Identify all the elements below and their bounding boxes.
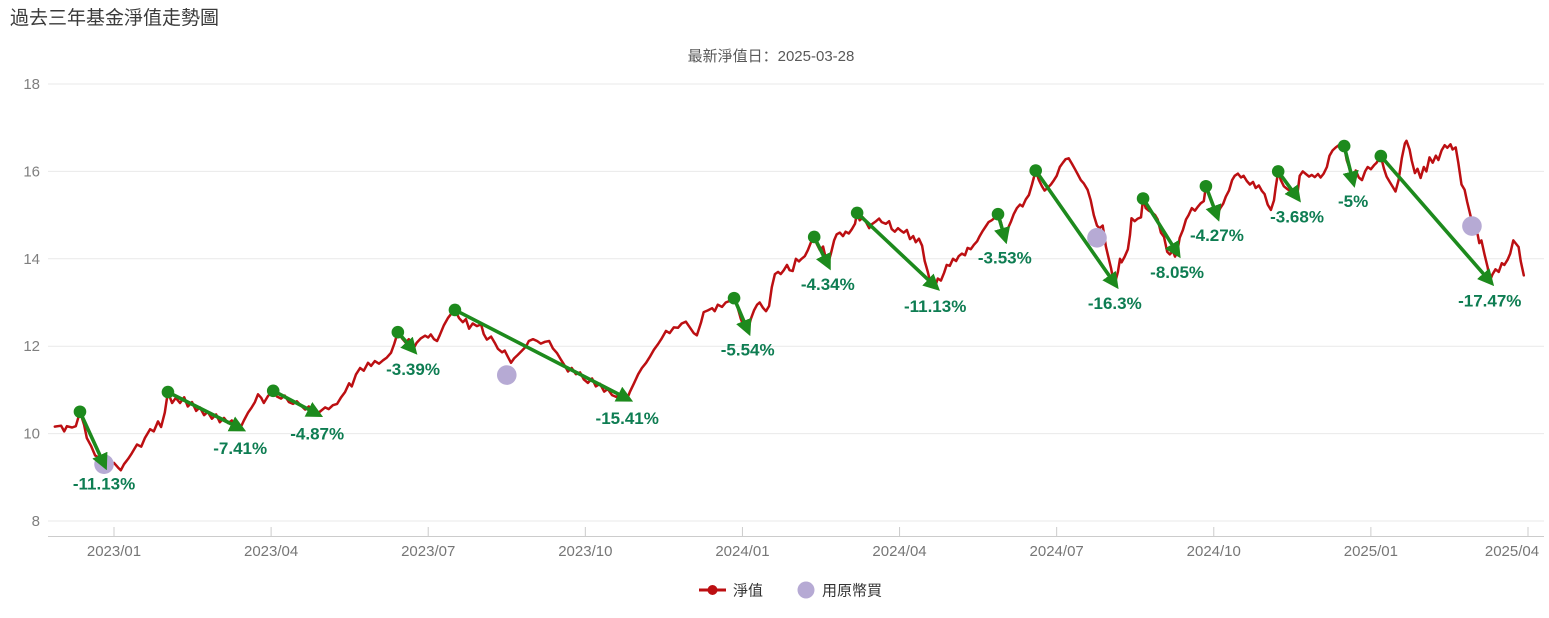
drawdown-peak-dot[interactable] — [850, 206, 864, 220]
nav-legend-dot-icon — [707, 585, 718, 595]
legend-label-nav: 淨值 — [733, 583, 763, 600]
y-axis-tick-label: 18 — [23, 76, 40, 93]
y-axis-tick-label: 10 — [23, 426, 40, 443]
x-axis-tick-label: 2024/01 — [715, 543, 769, 560]
x-axis-layer: 2023/01 2023/04 2023/07 2023/10 2024/01 2024/… — [48, 527, 1544, 560]
drawdown-label: -3.68% — [1270, 208, 1324, 227]
legend-item-nav[interactable]: 淨值 — [699, 583, 763, 600]
drawdown-peak-dot[interactable] — [991, 207, 1005, 221]
drawdown-peak-dot[interactable] — [807, 230, 821, 244]
drawdown-arrow — [272, 389, 324, 418]
drawdown-arrow — [167, 390, 247, 432]
drawdown-arrow — [78, 410, 108, 471]
x-axis-tick-label: 2024/07 — [1030, 543, 1084, 560]
x-axis-tick-label: 2023/07 — [401, 543, 455, 560]
drawdown-peak-dot[interactable] — [1199, 179, 1213, 193]
drawdown-peak-dot[interactable] — [1136, 192, 1150, 205]
purchase-dot[interactable] — [1462, 216, 1482, 236]
drawdown-label: -5.54% — [721, 341, 775, 360]
drawdown-arrows-layer: -11.13% -7.41% -4.87% -3.39% -15.41% -5.54% -4… — [73, 139, 1521, 494]
drawdown-label: -4.27% — [1190, 226, 1244, 245]
drawdown-label: -17.47% — [1458, 292, 1521, 311]
drawdown-peak-dot[interactable] — [727, 291, 741, 305]
y-axis-tick-label: 16 — [23, 163, 40, 180]
nav-line — [53, 139, 1526, 472]
x-axis-tick-label: 2024/04 — [872, 543, 926, 560]
x-axis-tick-label: 2024/10 — [1187, 543, 1241, 560]
drawdown-label: -15.41% — [596, 409, 659, 428]
x-axis-tick-label: 2025/04 — [1485, 543, 1539, 560]
drawdown-peak-dot[interactable] — [1374, 149, 1388, 163]
drawdown-arrow — [1141, 197, 1181, 259]
drawdown-label: -16.3% — [1088, 294, 1142, 313]
drawdown-arrow — [1034, 169, 1119, 290]
purchase-legend-circle-icon — [797, 581, 815, 599]
drawdown-label: -4.34% — [801, 275, 855, 294]
drawdown-label: -5% — [1338, 192, 1368, 211]
drawdown-label: -11.13% — [73, 475, 135, 494]
drawdown-peak-dot[interactable] — [1337, 139, 1351, 153]
drawdown-label: -3.39% — [386, 360, 440, 379]
legend-label-purchase: 用原幣買 — [822, 583, 882, 600]
drawdown-label: -8.05% — [1150, 263, 1204, 282]
latest-nav-date-label: 最新淨值日：2025-03-28 — [688, 48, 855, 65]
drawdown-peak-dot[interactable] — [73, 405, 87, 419]
legend-item-purchase[interactable]: 用原幣買 — [797, 581, 883, 600]
drawdown-label: -4.87% — [290, 424, 344, 443]
drawdown-label: -3.53% — [978, 248, 1032, 267]
x-axis-tick-label: 2023/01 — [87, 543, 141, 560]
legend: 淨值 用原幣買 — [699, 581, 883, 600]
x-axis-tick-label: 2023/10 — [558, 543, 612, 560]
nav-series-layer — [53, 139, 1526, 472]
drawdown-peak-dot[interactable] — [1271, 165, 1285, 178]
drawdown-arrow — [454, 308, 634, 402]
drawdown-peak-dot[interactable] — [161, 385, 175, 399]
drawdown-peak-dot[interactable] — [266, 384, 280, 398]
drawdown-peak-dot[interactable] — [448, 303, 462, 317]
y-axis-tick-label: 14 — [23, 251, 40, 268]
drawdown-label: -11.13% — [904, 297, 966, 316]
drawdown-peak-dot[interactable] — [391, 325, 405, 339]
x-axis-tick-label: 2025/01 — [1344, 543, 1398, 560]
y-axis-tick-label: 8 — [32, 513, 40, 530]
grid-layer: 8 10 12 14 16 18 — [23, 76, 1544, 530]
purchase-dot[interactable] — [496, 365, 517, 385]
drawdown-peak-dot[interactable] — [1029, 164, 1043, 177]
y-axis-tick-label: 12 — [23, 338, 40, 355]
page-title: 過去三年基金淨值走勢圖 — [10, 7, 219, 29]
drawdown-arrow — [1379, 154, 1495, 287]
drawdown-label: -7.41% — [213, 439, 267, 458]
x-axis-tick-label: 2023/04 — [244, 543, 298, 560]
purchase-dot[interactable] — [1087, 228, 1107, 248]
drawdown-arrow — [855, 211, 940, 291]
